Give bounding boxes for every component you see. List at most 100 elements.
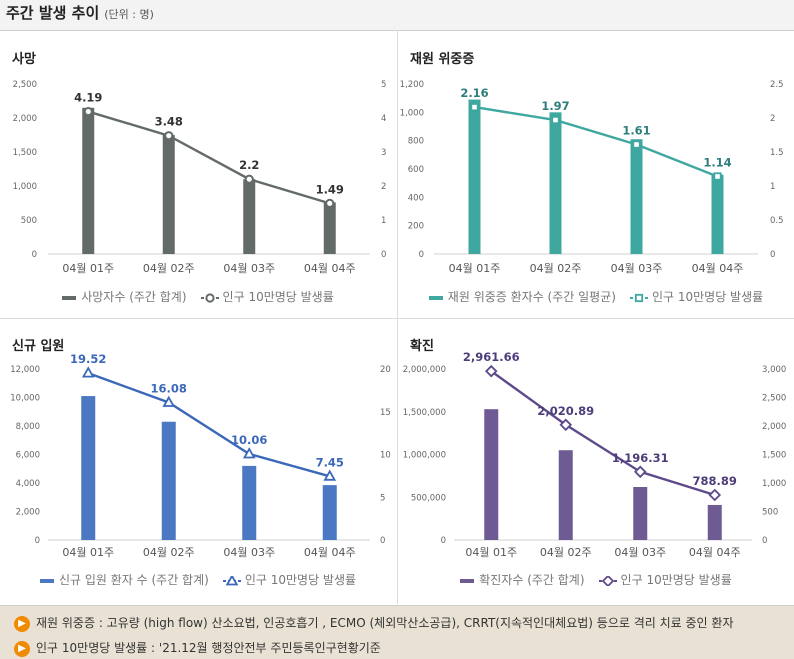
- left-tick-label: 0: [35, 536, 40, 546]
- rate-line: [490, 370, 716, 497]
- data-label: 4.19: [74, 91, 102, 105]
- speaker-icon: ▶: [14, 640, 30, 657]
- bar: [161, 421, 176, 540]
- data-label: 1.14: [703, 155, 731, 169]
- note-rate-basis: ▶ 인구 10만명당 발생률 : '21.12월 행정안전부 주민등록인구현황기준: [14, 639, 381, 657]
- bar: [484, 409, 499, 540]
- right-tick-label: 1.5: [770, 148, 784, 158]
- legend-line-label: 인구 10만명당 발생률: [651, 290, 764, 304]
- left-tick-label: 2,500: [13, 80, 37, 90]
- data-label: 10.06: [231, 433, 267, 447]
- right-tick-label: 0: [762, 536, 767, 546]
- category-label: 04월 01주: [62, 262, 114, 275]
- left-tick-label: 1,000: [400, 108, 424, 118]
- legend-line-swatch: [629, 293, 648, 302]
- legend-line-label: 인구 10만명당 발생률: [222, 290, 334, 304]
- right-tick-label: 20: [380, 365, 391, 375]
- right-tick-label: 1,000: [762, 479, 786, 489]
- right-tick-label: 10: [380, 451, 391, 461]
- category-label: 04월 03주: [614, 546, 666, 559]
- right-tick-label: 2.5: [770, 80, 784, 90]
- data-label: 1.97: [541, 99, 569, 113]
- right-tick-label: 0: [380, 536, 385, 546]
- chart-svg: 0 500 1,000 1,500 2,000 2,500 0 1 2 3 4 5 04월 01주 04월…: [13, 80, 387, 275]
- left-tick-label: 1,000: [13, 182, 37, 192]
- left-tick-label: 200: [408, 222, 424, 232]
- right-tick-label: 2: [381, 182, 386, 192]
- left-tick-label: 2,000: [16, 508, 40, 518]
- data-label: 2,020.89: [537, 404, 594, 418]
- rate-point: [162, 395, 176, 407]
- grid-divider-vertical: [397, 30, 398, 604]
- left-tick-label: 1,200: [400, 80, 424, 90]
- right-tick-label: 0.5: [770, 216, 784, 226]
- bar: [468, 99, 481, 254]
- legend-marker: [601, 575, 614, 586]
- legend-line-label: 인구 10만명당 발생률: [244, 573, 357, 587]
- category-label: 04월 01주: [449, 262, 501, 275]
- chart-legend: 재원 위중증 환자수 (주간 일평균) 인구 10만명당 발생률: [398, 288, 794, 305]
- right-tick-label: 0: [770, 250, 775, 260]
- bar: [707, 504, 722, 540]
- right-tick-label: 2,000: [762, 422, 786, 432]
- category-label: 04월 03주: [223, 262, 275, 275]
- left-tick-label: 6,000: [16, 451, 40, 461]
- category-label: 04월 03주: [223, 546, 275, 559]
- note-text: 재원 위중증 : 고유량 (high flow) 산소요법, 인공호흡기 , E…: [36, 616, 734, 630]
- data-label: 2,961.66: [463, 350, 520, 364]
- right-tick-label: 3,000: [762, 365, 786, 375]
- chart-panel-deaths: 사망 0 500 1,000 1,500 2,000 2,500 0 1 2 3 4 5 04월 01주…: [0, 32, 396, 318]
- right-tick-label: 1,500: [762, 451, 786, 461]
- legend-line-swatch: [222, 575, 241, 585]
- data-label: 3.48: [155, 115, 183, 129]
- bar: [82, 107, 95, 254]
- data-label: 1,196.31: [612, 451, 669, 465]
- chart-svg: 0 500,000 1,000,000 1,500,000 2,000,000 0 500 1…: [403, 350, 787, 559]
- right-tick-label: 0: [381, 250, 386, 260]
- rate-line: [474, 105, 718, 178]
- bar: [558, 450, 573, 540]
- right-tick-label: 1: [381, 216, 386, 226]
- category-label: 04월 02주: [143, 546, 195, 559]
- left-tick-label: 2,000,000: [403, 365, 446, 375]
- left-tick-label: 400: [408, 193, 424, 203]
- data-label: 16.08: [151, 382, 187, 396]
- data-label: 1.49: [316, 182, 344, 196]
- right-tick-label: 3: [381, 148, 386, 158]
- left-tick-label: 600: [408, 165, 424, 175]
- legend-marker: [634, 293, 644, 302]
- chart-legend: 확진자수 (주간 합계) 인구 10만명당 발생률: [398, 571, 794, 588]
- category-label: 04월 02주: [540, 546, 592, 559]
- rate-point: [83, 106, 93, 117]
- legend-bar-swatch: [39, 578, 54, 583]
- rate-point: [551, 115, 560, 125]
- legend-line-label: 인구 10만명당 발생률: [620, 573, 732, 587]
- section-header: 주간 발생 추이 (단위 : 명): [6, 2, 154, 26]
- bar: [549, 112, 562, 254]
- bar: [81, 396, 96, 540]
- right-tick-label: 5: [380, 493, 385, 503]
- data-label: 19.52: [70, 352, 106, 366]
- data-label: 7.45: [316, 455, 344, 469]
- note-critical-definition: ▶ 재원 위중증 : 고유량 (high flow) 산소요법, 인공호흡기 , …: [14, 614, 733, 632]
- category-label: 04월 04주: [692, 262, 744, 275]
- rate-point: [632, 140, 641, 149]
- data-label: 2.2: [239, 158, 259, 172]
- unit-label: (단위 : 명): [104, 8, 154, 21]
- chart-panel-critical: 재원 위중증 0 200 400 600 800 1,000 1,200 0 0.5 1 1.5 2 2…: [398, 32, 794, 318]
- data-label: 2.16: [460, 86, 488, 100]
- left-tick-label: 800: [408, 137, 424, 147]
- rate-point: [708, 488, 722, 502]
- legend-bar-swatch: [62, 295, 77, 300]
- right-tick-label: 5: [381, 80, 386, 90]
- left-tick-label: 2,000: [13, 114, 37, 124]
- left-tick-label: 1,500,000: [403, 408, 446, 418]
- category-label: 04월 04주: [304, 262, 356, 275]
- rate-point: [323, 469, 337, 481]
- rate-line: [87, 110, 331, 205]
- legend-bar-label: 확진자수 (주간 합계): [479, 573, 585, 587]
- category-label: 04월 02주: [530, 262, 582, 275]
- legend-bar-label: 사망자수 (주간 합계): [81, 290, 187, 304]
- legend-bar-swatch: [428, 295, 443, 300]
- chart-title: 확진: [410, 339, 434, 354]
